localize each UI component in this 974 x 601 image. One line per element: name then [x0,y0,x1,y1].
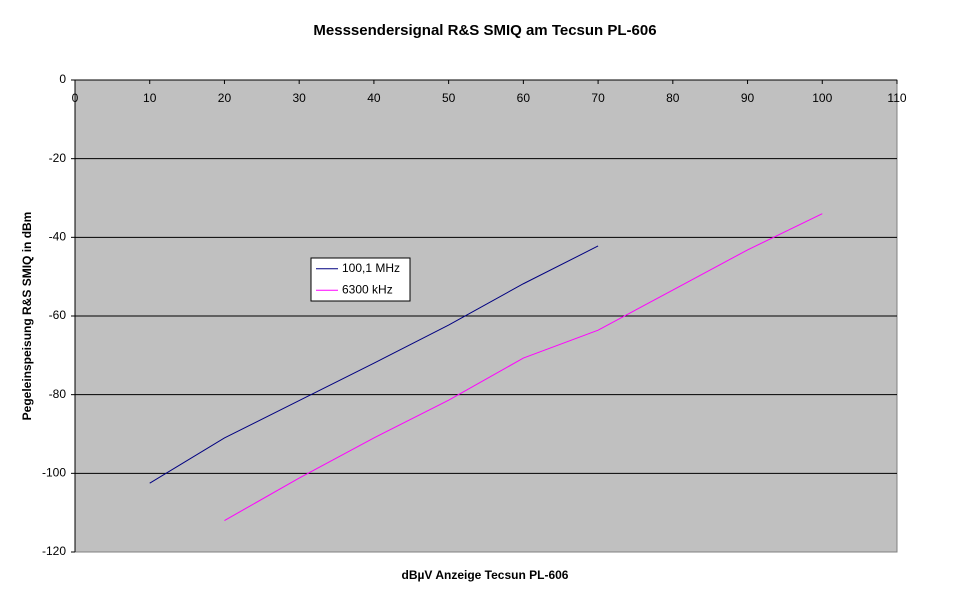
x-tick-label: 100 [812,91,832,105]
x-tick-label: 60 [517,91,531,105]
x-tick-label: 90 [741,91,755,105]
lines [149,213,823,521]
x-tick-label: 0 [72,91,79,105]
x-axis-label: dBµV Anzeige Tecsun PL-606 [402,568,569,582]
x-tick-label: 40 [367,91,381,105]
legend: 100,1 MHz 6300 kHz [310,257,411,302]
y-tick-label: -120 [42,544,66,558]
legend-box [310,257,411,302]
y-tick-label: -100 [42,466,66,480]
legend-label: 100,1 MHz [342,261,400,275]
y-tick-label: -20 [49,151,67,165]
x-tick-label: 70 [591,91,605,105]
legend-label: 6300 kHz [342,282,393,296]
y-tick-label: -40 [49,230,67,244]
x-tick-label: 80 [666,91,680,105]
x-tick-label: 20 [218,91,232,105]
y-tick-label: -60 [49,308,67,322]
x-tick-label: 50 [442,91,456,105]
x-tick-label: 110 [887,91,906,105]
y-tick-label: 0 [59,72,66,86]
grid: 0 -20 -40 -60 -80 -100 -120 0 10 20 30 40 50 60 70 80 90… [42,72,907,558]
series-line [149,245,599,484]
y-tick-label: -80 [49,387,67,401]
series-line [224,213,823,521]
y-axis-label: Pegeleinspeisung R&S SMIQ in dBm [20,212,34,421]
x-tick-label: 30 [293,91,307,105]
x-tick-label: 10 [143,91,157,105]
chart-title: Messsendersignal R&S SMIQ am Tecsun PL-6… [313,22,656,39]
